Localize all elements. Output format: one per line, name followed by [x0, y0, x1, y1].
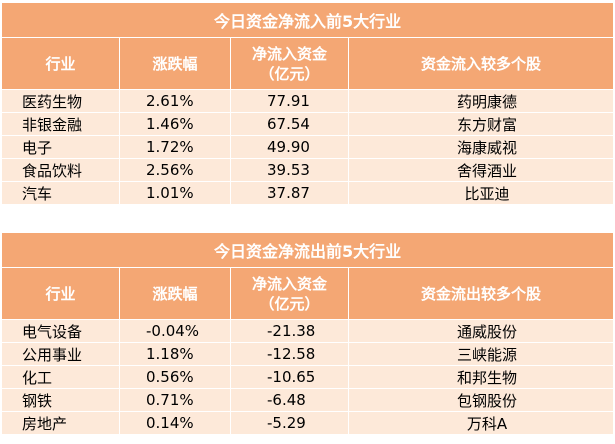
net-amount-cell: -21.38: [230, 319, 349, 343]
header-top-stock: 资金流出较多个股: [347, 267, 615, 320]
header-net-inflow-label: 净流入资金 （亿元）: [251, 274, 327, 313]
change-cell: 0.14%: [119, 411, 231, 435]
stock-cell: 比亚迪: [347, 181, 615, 205]
table-separator: [0, 217, 615, 232]
net-amount-cell: 49.90: [230, 135, 349, 159]
stock-cell: 包钢股份: [347, 388, 615, 412]
change-cell: 1.01%: [119, 181, 231, 205]
net-amount-cell: 39.53: [230, 158, 349, 182]
table-row: 公用事业 1.18% -12.58 三峡能源: [1, 342, 615, 366]
change-cell: 1.18%: [119, 342, 231, 366]
industry-cell: 公用事业: [1, 342, 120, 366]
table-row: 电子 1.72% 49.90 海康威视: [1, 135, 615, 159]
industry-cell: 电气设备: [1, 319, 120, 343]
change-cell: 1.72%: [119, 135, 231, 159]
inflow-table: 今日资金净流入前5大行业 行业 涨跌幅 净流入资金 （亿元） 资金流入较多个股 医…: [0, 2, 615, 205]
header-industry: 行业: [1, 267, 120, 320]
net-amount-cell: 67.54: [230, 112, 349, 136]
industry-cell: 非银金融: [1, 112, 120, 136]
industry-cell: 化工: [1, 365, 120, 389]
outflow-table: 今日资金净流出前5大行业 行业 涨跌幅 净流入资金 （亿元） 资金流出较多个股 电…: [0, 232, 615, 435]
table-row: 汽车 1.01% 37.87 比亚迪: [1, 181, 615, 205]
net-amount-cell: -12.58: [230, 342, 349, 366]
inflow-title-row: 今日资金净流入前5大行业: [0, 2, 615, 38]
header-industry: 行业: [1, 37, 120, 90]
change-cell: 0.71%: [119, 388, 231, 412]
table-row: 医药生物 2.61% 77.91 药明康德: [1, 89, 615, 113]
change-cell: 2.56%: [119, 158, 231, 182]
industry-cell: 钢铁: [1, 388, 120, 412]
net-amount-cell: 37.87: [230, 181, 349, 205]
stock-cell: 和邦生物: [347, 365, 615, 389]
table-row: 化工 0.56% -10.65 和邦生物: [1, 365, 615, 389]
inflow-table-block: 今日资金净流入前5大行业 行业 涨跌幅 净流入资金 （亿元） 资金流入较多个股 医…: [0, 2, 615, 205]
outflow-table-title: 今日资金净流出前5大行业: [0, 232, 615, 268]
change-cell: 0.56%: [119, 365, 231, 389]
change-cell: 2.61%: [119, 89, 231, 113]
stock-cell: 东方财富: [347, 112, 615, 136]
net-amount-cell: -10.65: [230, 365, 349, 389]
inflow-header-row: 行业 涨跌幅 净流入资金 （亿元） 资金流入较多个股: [1, 37, 615, 90]
net-amount-cell: -6.48: [230, 388, 349, 412]
outflow-table-block: 今日资金净流出前5大行业 行业 涨跌幅 净流入资金 （亿元） 资金流出较多个股 电…: [0, 232, 615, 435]
inflow-table-body: 医药生物 2.61% 77.91 药明康德 非银金融 1.46% 67.54 东方财富 电子 1.…: [1, 89, 615, 205]
industry-cell: 汽车: [1, 181, 120, 205]
table-row: 电气设备 -0.04% -21.38 通威股份: [1, 319, 615, 343]
industry-cell: 医药生物: [1, 89, 120, 113]
table-row: 食品饮料 2.56% 39.53 舍得酒业: [1, 158, 615, 182]
stock-cell: 海康威视: [347, 135, 615, 159]
stock-cell: 通威股份: [347, 319, 615, 343]
header-net-inflow-label: 净流入资金 （亿元）: [251, 44, 327, 83]
outflow-header-row: 行业 涨跌幅 净流入资金 （亿元） 资金流出较多个股: [1, 267, 615, 320]
header-net-inflow: 净流入资金 （亿元）: [230, 267, 349, 320]
header-net-inflow: 净流入资金 （亿元）: [230, 37, 349, 90]
stock-cell: 药明康德: [347, 89, 615, 113]
industry-cell: 电子: [1, 135, 120, 159]
inflow-table-title: 今日资金净流入前5大行业: [0, 2, 615, 38]
stock-cell: 舍得酒业: [347, 158, 615, 182]
net-amount-cell: -5.29: [230, 411, 349, 435]
industry-cell: 房地产: [1, 411, 120, 435]
stock-cell: 三峡能源: [347, 342, 615, 366]
table-row: 房地产 0.14% -5.29 万科A: [1, 411, 615, 435]
change-cell: -0.04%: [119, 319, 231, 343]
outflow-title-row: 今日资金净流出前5大行业: [0, 232, 615, 268]
table-row: 钢铁 0.71% -6.48 包钢股份: [1, 388, 615, 412]
industry-cell: 食品饮料: [1, 158, 120, 182]
table-row: 非银金融 1.46% 67.54 东方财富: [1, 112, 615, 136]
outflow-table-body: 电气设备 -0.04% -21.38 通威股份 公用事业 1.18% -12.58 三峡能源化…: [1, 319, 615, 435]
change-cell: 1.46%: [119, 112, 231, 136]
header-change: 涨跌幅: [119, 37, 231, 90]
header-change: 涨跌幅: [119, 267, 231, 320]
header-top-stock: 资金流入较多个股: [347, 37, 615, 90]
stock-cell: 万科A: [347, 411, 615, 435]
net-amount-cell: 77.91: [230, 89, 349, 113]
